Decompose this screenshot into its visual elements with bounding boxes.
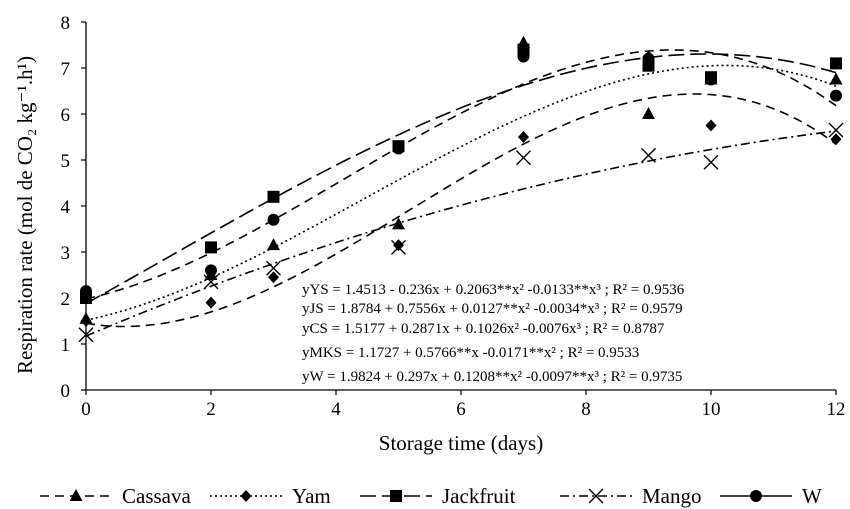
- fit-curve-mango: [85, 130, 837, 337]
- legend-label: Mango: [642, 484, 702, 508]
- x-tick-label: 0: [81, 399, 91, 420]
- y-tick-label: 7: [61, 59, 71, 80]
- legend-marker: [69, 489, 83, 501]
- data-point-mango: [391, 239, 406, 255]
- legend-item-jackfruit: Jackfruit: [360, 484, 516, 508]
- legend-marker: [240, 490, 252, 502]
- data-point-yam: [393, 239, 404, 252]
- data-point-yam: [705, 119, 717, 132]
- y-tick-label: 0: [61, 381, 71, 402]
- data-point-mango: [266, 260, 281, 276]
- data-point-mango: [828, 122, 844, 138]
- data-point-cassava: [642, 107, 655, 119]
- fit-curve-jackfruit: [85, 53, 837, 305]
- x-axis-title: Storage time (days): [379, 431, 543, 455]
- data-point-w: [705, 73, 717, 86]
- legend-label: Jackfruit: [442, 484, 516, 508]
- legend-item-cassava: Cassava: [40, 484, 191, 508]
- x-tick-label: 4: [331, 399, 341, 420]
- data-point-cassava: [267, 238, 280, 251]
- x-tick-label: 2: [206, 399, 216, 420]
- data-point-w: [392, 142, 405, 155]
- data-point-mango: [641, 147, 656, 163]
- legend-item-yam: Yam: [210, 484, 331, 508]
- fit-curves: [85, 49, 837, 337]
- legend-marker: [588, 488, 604, 504]
- data-point-mango: [78, 327, 94, 343]
- data-point-w: [205, 264, 217, 277]
- equation-jackfruit: yJS = 1.8784 + 0.7556x + 0.0127**x² -0.0…: [302, 301, 683, 317]
- equation-yam: yYS = 1.4513 - 0.236x + 0.2063**x² -0.01…: [302, 282, 685, 298]
- legend-label: Yam: [292, 484, 331, 508]
- x-tick-label: 12: [827, 399, 846, 420]
- data-point-yam: [80, 315, 92, 327]
- data-point-mango: [703, 154, 719, 170]
- legend: Cassava Yam Jackfruit Mango W: [40, 484, 822, 508]
- legend-label: Cassava: [122, 484, 191, 508]
- data-point-yam: [830, 133, 842, 146]
- data-point-cassava: [392, 217, 405, 230]
- y-tick-label: 4: [61, 197, 71, 218]
- data-points: [78, 35, 844, 343]
- legend-marker: [750, 490, 762, 502]
- y-tick-label: 5: [61, 151, 71, 172]
- legend-item-w: W: [720, 484, 822, 508]
- data-point-cassava: [829, 72, 843, 85]
- equations: yYS = 1.4513 - 0.236x + 0.2063**x² -0.01…: [302, 282, 685, 385]
- data-point-jackfruit: [267, 190, 280, 203]
- data-point-jackfruit: [205, 241, 217, 254]
- equation-w: yW = 1.9824 + 0.297x + 0.1208**x² -0.009…: [302, 369, 682, 385]
- data-point-mango: [516, 150, 531, 166]
- x-tick-label: 8: [581, 399, 591, 420]
- data-point-w: [830, 89, 842, 102]
- data-point-yam: [518, 131, 529, 143]
- x-tick-label: 10: [702, 399, 721, 420]
- y-tick-label: 3: [61, 243, 71, 264]
- data-point-w: [642, 52, 655, 65]
- data-point-w: [517, 50, 530, 63]
- data-point-w: [267, 213, 280, 226]
- y-tick-label: 8: [61, 13, 71, 34]
- y-tick-label: 6: [61, 105, 71, 126]
- data-point-yam: [205, 296, 217, 309]
- legend-label: W: [802, 484, 822, 508]
- data-point-yam: [268, 271, 279, 284]
- data-point-w: [80, 285, 92, 298]
- legend-marker: [390, 490, 402, 502]
- equation-mango: yMKS = 1.1727 + 0.5766**x -0.0171**x² ; …: [302, 345, 639, 361]
- x-tick-label: 6: [456, 399, 466, 420]
- data-point-mango: [203, 274, 219, 290]
- equation-cassava: yCS = 1.5177 + 0.2871x + 0.1026x² -0.007…: [302, 321, 665, 337]
- fit-curve-w: [85, 49, 837, 300]
- y-axis-title: Respiration rate (mol de CO₂ kg⁻¹.h¹): [13, 56, 37, 374]
- fit-curve-cassava: [85, 93, 837, 328]
- y-tick-label: 2: [61, 289, 71, 310]
- legend-item-mango: Mango: [560, 484, 702, 508]
- y-tick-label: 1: [61, 335, 71, 356]
- data-point-jackfruit: [642, 59, 655, 72]
- data-point-jackfruit: [830, 57, 842, 70]
